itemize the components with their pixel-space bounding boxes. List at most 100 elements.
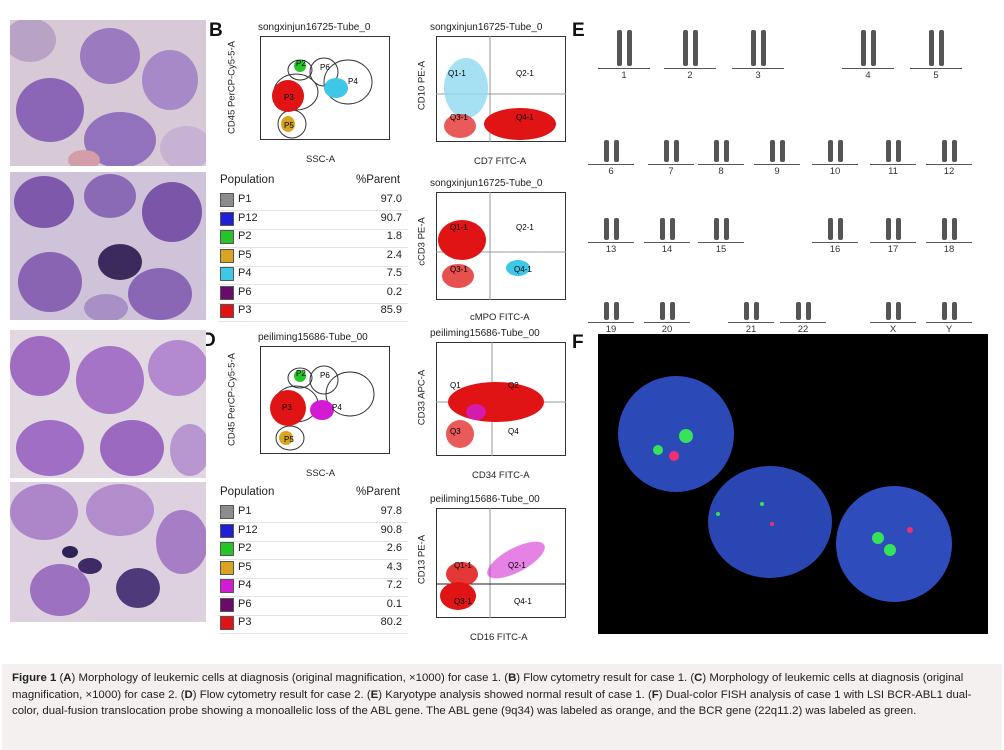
population-row-p2: P2 2.6 bbox=[218, 539, 408, 560]
plot-title: peiliming15686-Tube_00 bbox=[430, 328, 540, 339]
x-axis-label: SSC-A bbox=[306, 154, 336, 165]
population-swatch bbox=[220, 579, 234, 593]
population-swatch bbox=[220, 597, 234, 612]
chromosome-baseline bbox=[644, 322, 690, 323]
population-name: P1 bbox=[238, 505, 252, 517]
fish-image bbox=[598, 334, 988, 634]
gate-label-p3: P3 bbox=[284, 93, 294, 102]
chromosome-pair-5: 5 bbox=[910, 28, 962, 88]
chromosome-label: 7 bbox=[668, 166, 674, 177]
chromosome-pair-10: 10 bbox=[812, 124, 858, 184]
population-row-p1: P1 97.8 bbox=[218, 502, 408, 523]
panel-letter-f: F bbox=[572, 332, 584, 353]
chromosome-label: 14 bbox=[661, 244, 673, 255]
y-axis-label: CD45 PerCP-Cy5-5-A bbox=[226, 353, 238, 446]
gate-label-p6: P6 bbox=[320, 63, 330, 72]
population-name: P3 bbox=[238, 304, 252, 316]
chromosome-label: 16 bbox=[829, 244, 841, 255]
quadrant-label: Q4-1 bbox=[514, 265, 532, 274]
quadrant-label: Q2-1 bbox=[516, 223, 534, 232]
population-swatch bbox=[220, 248, 234, 263]
chromosome-baseline bbox=[842, 68, 894, 69]
col-parent: %Parent bbox=[356, 174, 401, 186]
chromosome-label: 4 bbox=[865, 70, 871, 81]
quadrant-label: Q3 bbox=[450, 427, 461, 436]
population-swatch bbox=[220, 267, 234, 281]
population-swatch bbox=[220, 542, 234, 556]
chromosome-label: 18 bbox=[943, 244, 955, 255]
col-parent: %Parent bbox=[356, 486, 401, 498]
population-name: P4 bbox=[238, 579, 252, 591]
x-axis-label: CD16 FITC-A bbox=[470, 632, 528, 643]
scatter-area: Q1-1 Q2-1 Q3-1 Q4-1 bbox=[436, 36, 566, 142]
x-axis-label: SSC-A bbox=[306, 468, 336, 479]
scatter-area: Q1 Q2 Q3 Q4 bbox=[436, 342, 566, 456]
population-name: P2 bbox=[238, 542, 252, 554]
chromosome-baseline bbox=[598, 68, 650, 69]
chromosome-pair-1: 1 bbox=[598, 28, 650, 88]
plot-title: songxinjun16725-Tube_0 bbox=[430, 22, 543, 33]
chromosome-pair-22: 22 bbox=[780, 282, 826, 342]
quadrant-label: Q1-1 bbox=[450, 223, 468, 232]
plot-title: peiliming15686-Tube_00 bbox=[430, 494, 540, 505]
population-swatch bbox=[220, 560, 234, 575]
chromosome-baseline bbox=[870, 322, 916, 323]
y-axis-label: cCD3 PE-A bbox=[416, 217, 428, 266]
population-swatch bbox=[220, 523, 234, 538]
chromosome-label: 15 bbox=[715, 244, 727, 255]
chromosome-pair-9: 9 bbox=[754, 124, 800, 184]
population-row-p5: P5 4.3 bbox=[218, 558, 408, 579]
scatter-area: P2 P6 P4 P3 P5 bbox=[260, 346, 390, 454]
gate-label-p5: P5 bbox=[284, 121, 294, 130]
chromosome-label: 10 bbox=[829, 166, 841, 177]
population-percent: 90.8 bbox=[380, 523, 402, 536]
chromosome-baseline bbox=[644, 242, 690, 243]
chromosome-pair-15: 15 bbox=[698, 202, 744, 262]
gate-label-p3: P3 bbox=[282, 403, 292, 412]
chromosome-baseline bbox=[870, 242, 916, 243]
chromosome-baseline bbox=[754, 164, 800, 165]
chromosome-baseline bbox=[588, 322, 634, 323]
population-row-p6: P6 0.1 bbox=[218, 595, 408, 616]
chromosome-baseline bbox=[812, 242, 858, 243]
gate-label-p2: P2 bbox=[296, 369, 306, 378]
quadrant-label: Q4 bbox=[508, 427, 519, 436]
chromosome-label: 12 bbox=[943, 166, 955, 177]
chromosome-label: 11 bbox=[888, 166, 898, 177]
population-percent: 2.6 bbox=[386, 542, 402, 554]
chromosome-baseline bbox=[812, 164, 858, 165]
population-percent: 2.4 bbox=[386, 248, 402, 261]
chromosome-baseline bbox=[648, 164, 694, 165]
population-percent: 0.1 bbox=[386, 597, 402, 610]
flow-plot-case1-ccd3-cmpo: songxinjun16725-Tube_0 cCD3 PE-A cMPO FI… bbox=[412, 172, 572, 326]
plot-title: songxinjun16725-Tube_0 bbox=[430, 178, 543, 189]
quadrant-label: Q3-1 bbox=[454, 597, 472, 606]
y-axis-label: CD33 APC-A bbox=[416, 369, 428, 426]
chromosome-label: 22 bbox=[797, 324, 809, 335]
population-percent: 0.2 bbox=[386, 285, 402, 298]
col-population: Population bbox=[220, 174, 275, 186]
morphology-image-case2-top bbox=[10, 330, 206, 478]
population-name: P3 bbox=[238, 616, 252, 628]
flow-plot-case1-cd45-ssc: songxinjun16725-Tube_0 CD45 PerCP-Cy5-5-… bbox=[222, 22, 402, 168]
figure-caption: Figure 1 (A) Morphology of leukemic cell… bbox=[2, 664, 1002, 750]
gate-label-p4: P4 bbox=[348, 77, 358, 86]
y-axis-label: CD13 PE-A bbox=[416, 534, 428, 585]
population-name: P1 bbox=[238, 193, 252, 205]
chromosome-baseline bbox=[588, 164, 634, 165]
chromosome-pair-21: 21 bbox=[728, 282, 774, 342]
population-row-p5: P5 2.4 bbox=[218, 246, 408, 267]
chromosome-pair-18: 18 bbox=[926, 202, 972, 262]
population-name: P12 bbox=[238, 211, 258, 224]
population-percent: 7.2 bbox=[386, 579, 402, 591]
population-percent: 4.3 bbox=[386, 560, 402, 573]
chromosome-label: X bbox=[889, 324, 897, 335]
chromosome-pair-14: 14 bbox=[644, 202, 690, 262]
chromosome-pair-8: 8 bbox=[698, 124, 744, 184]
y-axis-label: CD10 PE-A bbox=[416, 60, 428, 111]
y-axis-label: CD45 PerCP-Cy5-5-A bbox=[226, 41, 238, 134]
chromosome-label: Y bbox=[945, 324, 953, 335]
chromosome-baseline bbox=[698, 242, 744, 243]
chromosome-baseline bbox=[728, 322, 774, 323]
population-percent: 80.2 bbox=[380, 616, 402, 628]
